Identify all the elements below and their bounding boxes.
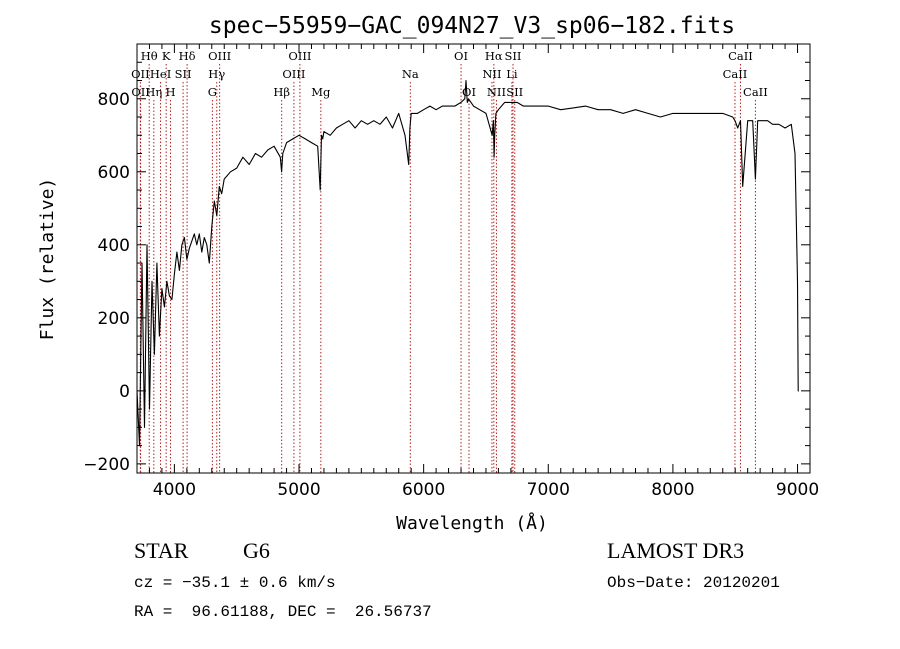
survey-name: LAMOST DR3 xyxy=(607,538,745,563)
x-tick-label: 8000 xyxy=(651,480,694,500)
spectral-line-label: OIII xyxy=(288,49,311,63)
spectral-line-label: SII xyxy=(506,85,523,99)
y-tick-label: −200 xyxy=(83,455,130,475)
spectral-line-label: NII xyxy=(487,85,506,99)
spectral-line-label: OIII xyxy=(282,67,305,81)
x-tick-label: 9000 xyxy=(776,480,819,500)
sky-coordinates: RA = 96.61188, DEC = 26.56737 xyxy=(134,603,432,621)
chart-title: spec−55959−GAC_094N27_V3_sp06−182.fits xyxy=(209,13,735,39)
x-tick-label: 6000 xyxy=(402,480,445,500)
spectral-line-label: Hη xyxy=(145,85,162,99)
x-tick-label: 5000 xyxy=(277,480,320,500)
spectral-line-label: OII xyxy=(131,85,150,99)
spectral-line-label: Hγ xyxy=(208,67,225,81)
spectral-line-label: NII xyxy=(482,67,501,81)
x-tick-label: 4000 xyxy=(153,480,196,500)
spectral-line-label: Mg xyxy=(311,85,331,99)
spectral-line-label: CaII xyxy=(743,85,768,99)
spectral-line-label: Hδ xyxy=(179,49,196,63)
x-tick-label: 7000 xyxy=(527,480,570,500)
spectral-line-label: OII xyxy=(131,67,150,81)
spectral-line-label: CaII xyxy=(728,49,753,63)
y-tick-label: 0 xyxy=(119,382,130,402)
y-tick-label: 400 xyxy=(98,236,130,256)
object-subclass: G6 xyxy=(243,538,270,563)
y-tick-label: 600 xyxy=(98,163,130,183)
spectral-line-label: Hθ xyxy=(141,49,158,63)
observation-date: Obs−Date: 20120201 xyxy=(607,574,780,592)
spectral-line-label: SII xyxy=(175,67,192,81)
spectral-line-label: Hα xyxy=(485,49,503,63)
spectral-line-label: OIII xyxy=(208,49,231,63)
spectral-line-label: Hβ xyxy=(273,85,290,99)
y-tick-label: 800 xyxy=(98,90,130,110)
x-axis-label: Wavelength (Å) xyxy=(396,512,548,534)
spectral-line-label: SII xyxy=(505,49,522,63)
spectrum-series-line xyxy=(136,79,799,447)
y-axis-label: Flux (relative) xyxy=(37,178,58,341)
spectral-line-label: K xyxy=(162,49,171,63)
plot-frame xyxy=(136,43,811,474)
spectral-line-label: Na xyxy=(402,67,419,81)
spectral-line-label: OI xyxy=(454,49,468,63)
redshift-velocity: cz = −35.1 ± 0.6 km/s xyxy=(134,574,336,592)
y-tick-label: 200 xyxy=(98,309,130,329)
spectral-line-label: G xyxy=(208,85,217,99)
spectral-line-label: H xyxy=(166,85,176,99)
spectral-line-label: CaII xyxy=(723,67,748,81)
spectral-line-label: HeI xyxy=(150,67,171,81)
spectral-line-label: Li xyxy=(506,67,518,81)
spectral-line-label: OI xyxy=(462,85,476,99)
object-class: STAR xyxy=(134,538,189,563)
